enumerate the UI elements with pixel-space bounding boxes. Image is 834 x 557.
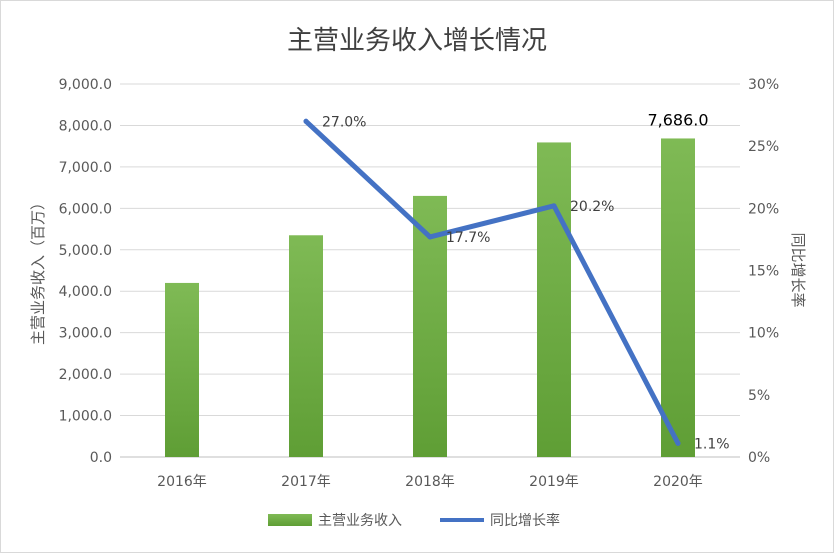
right-tick-label: 25% — [748, 139, 779, 155]
left-tick-label: 9,000.0 — [59, 77, 112, 93]
line-point — [303, 118, 309, 124]
left-tick-label: 3,000.0 — [59, 326, 112, 342]
left-tick-label: 6,000.0 — [59, 201, 112, 217]
left-tick-label: 1,000.0 — [59, 409, 112, 425]
right-tick-label: 10% — [748, 326, 779, 342]
growth-line — [303, 118, 681, 446]
left-axis-label: 主营业务收入（百万） — [29, 195, 47, 345]
line-series — [303, 118, 681, 446]
line-point — [551, 203, 557, 209]
left-tick-label: 4,000.0 — [59, 284, 112, 300]
growth-data-label: 27.0% — [322, 114, 366, 130]
growth-data-label: 20.2% — [570, 199, 614, 215]
left-tick-label: 8,000.0 — [59, 118, 112, 134]
chart-title: 主营业务收入增长情况 — [287, 26, 547, 56]
line-point — [675, 440, 681, 446]
right-tick-label: 15% — [748, 264, 779, 280]
line-point — [427, 234, 433, 240]
left-tick-label: 2,000.0 — [59, 367, 112, 383]
right-tick-label: 30% — [748, 77, 779, 93]
x-tick-label: 2019年 — [529, 474, 579, 490]
revenue-data-label: 7,686.0 — [647, 110, 708, 129]
x-tick-label: 2017年 — [281, 474, 331, 490]
legend-label-revenue: 主营业务收入 — [318, 513, 402, 529]
bar-series — [165, 138, 695, 458]
data-labels: 27.0% 17.7% 20.2% 1.1% 7,686.0 — [322, 110, 730, 452]
left-tick-label: 5,000.0 — [59, 243, 112, 259]
gridlines — [120, 83, 740, 458]
left-tick-label: 0.0 — [90, 450, 112, 466]
bar — [289, 235, 323, 457]
right-tick-label: 0% — [748, 450, 770, 466]
x-tick-label: 2018年 — [405, 474, 455, 490]
right-tick-label: 5% — [748, 388, 770, 404]
x-tick-label: 2020年 — [653, 474, 703, 490]
legend-label-growth: 同比增长率 — [490, 512, 560, 529]
bar — [165, 282, 199, 457]
right-axis-label: 同比增长率 — [789, 232, 807, 307]
right-tick-label: 20% — [748, 201, 779, 217]
left-axis-ticks: 0.0 1,000.0 2,000.0 3,000.0 4,000.0 5,000.0 6,… — [59, 77, 112, 466]
bar — [661, 138, 695, 457]
x-tick-label: 2016年 — [157, 474, 207, 490]
growth-data-label: 1.1% — [694, 436, 730, 452]
left-tick-label: 7,000.0 — [59, 160, 112, 176]
legend: 主营业务收入 同比增长率 — [268, 512, 560, 529]
legend-swatch-revenue — [268, 514, 312, 526]
bar — [537, 142, 571, 458]
x-axis-ticks: 2016年 2017年 2018年 2019年 2020年 — [157, 474, 703, 490]
right-axis-ticks: 0% 5% 10% 15% 20% 25% 30% — [748, 77, 779, 466]
growth-data-label: 17.7% — [446, 230, 490, 246]
